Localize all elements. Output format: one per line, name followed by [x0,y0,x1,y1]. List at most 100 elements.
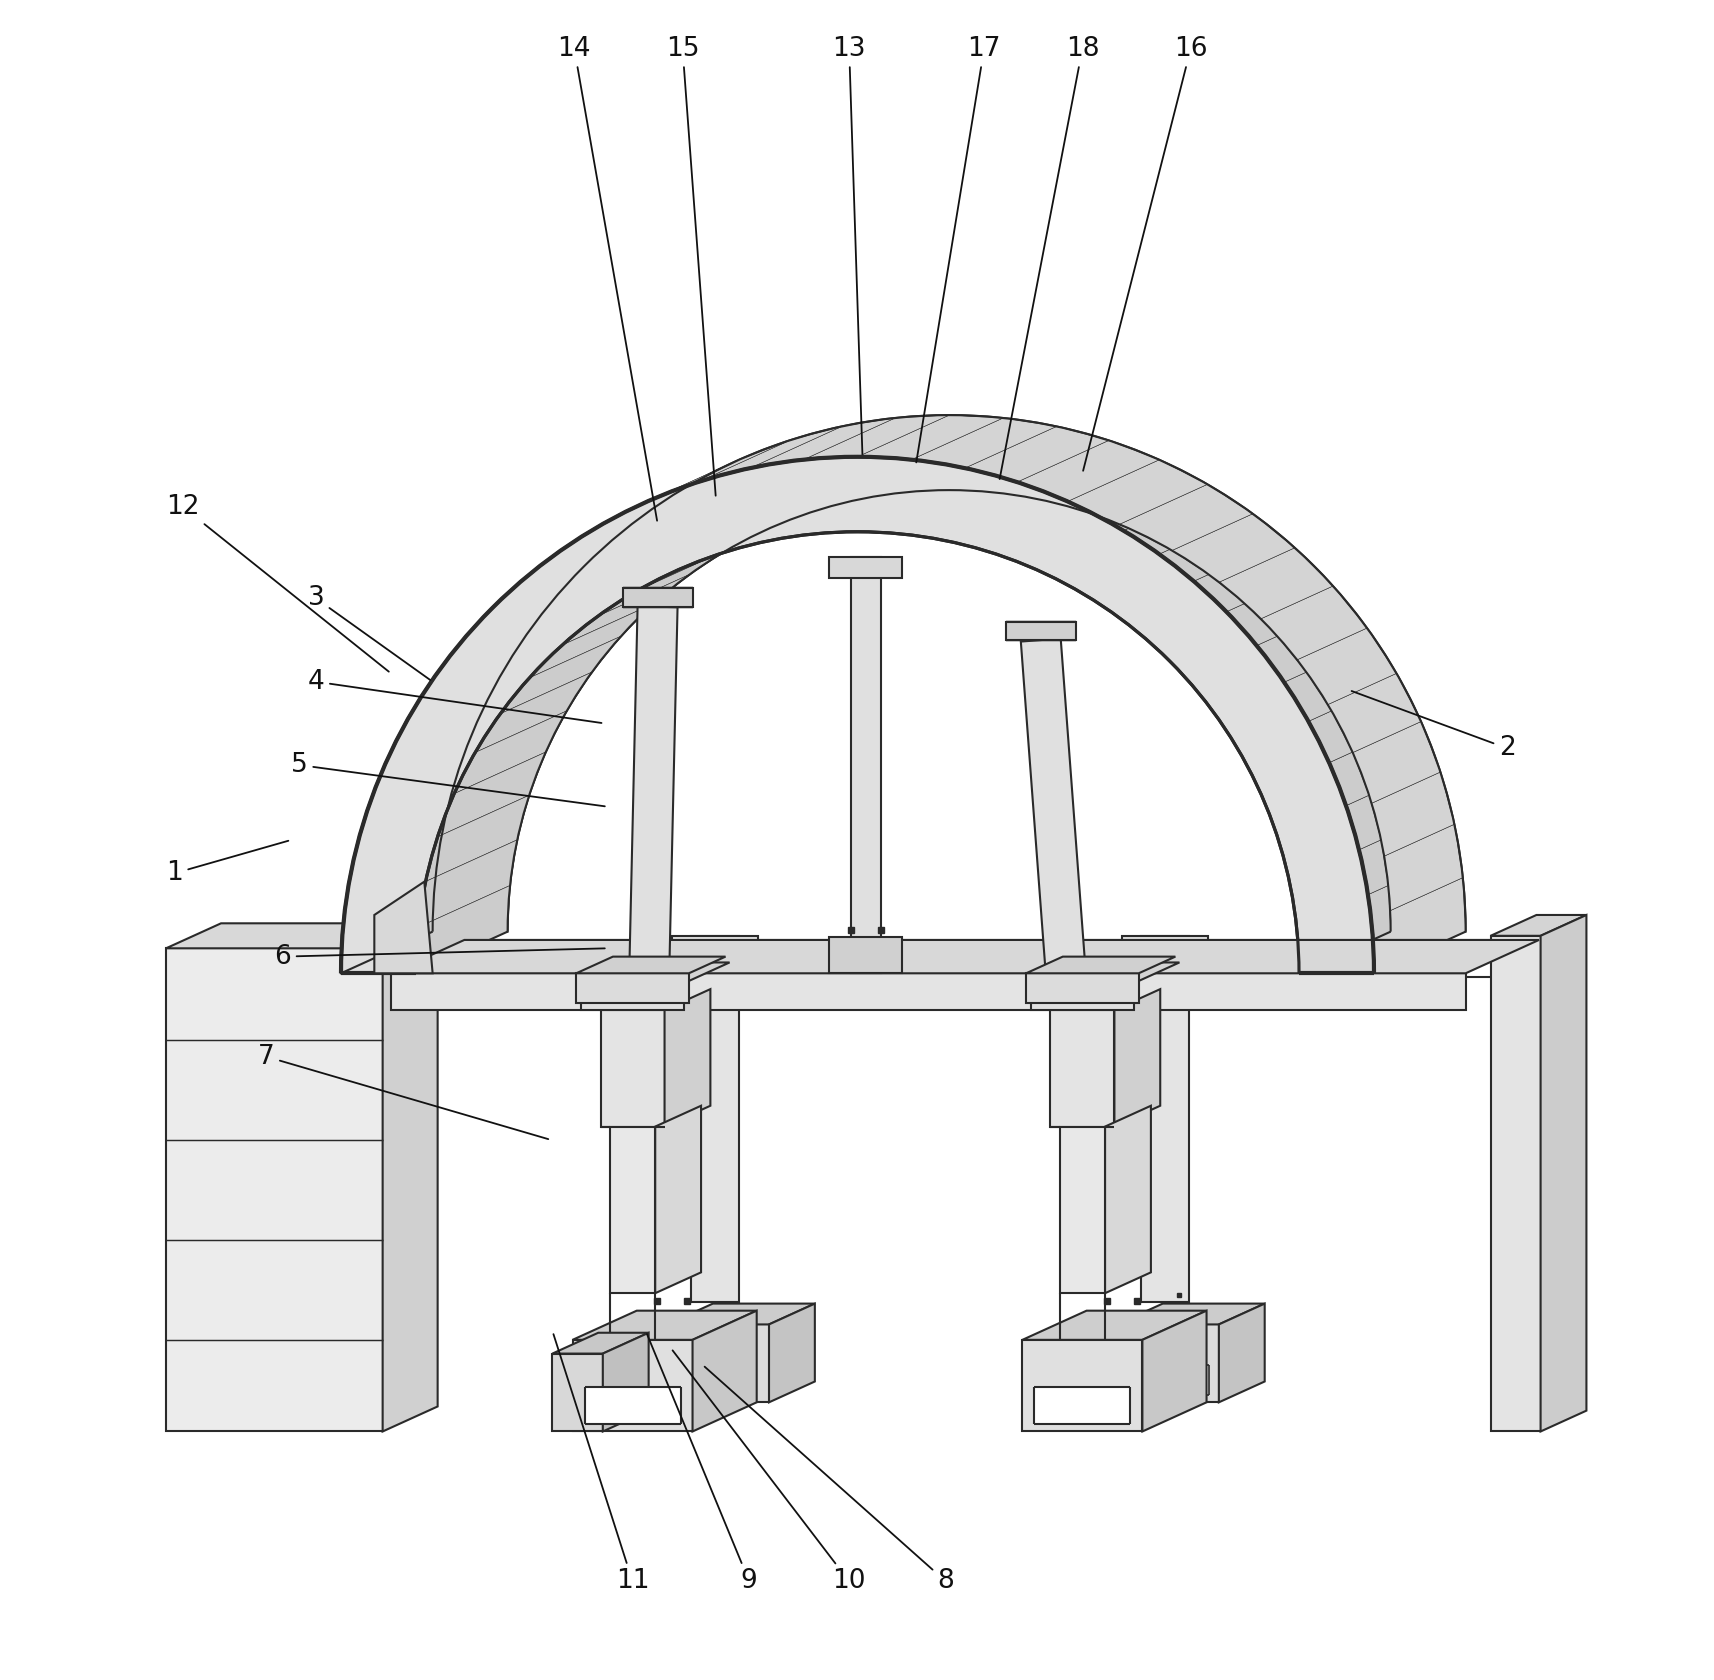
Text: 17: 17 [915,35,1001,462]
Polygon shape [1277,795,1380,882]
Polygon shape [1328,721,1440,813]
Text: 18: 18 [999,35,1099,479]
Polygon shape [367,721,476,813]
Polygon shape [636,528,770,591]
Polygon shape [677,512,812,570]
Text: 15: 15 [665,35,715,496]
Polygon shape [1296,885,1390,973]
Polygon shape [1140,936,1188,1302]
Text: 13: 13 [831,35,866,454]
Polygon shape [1020,638,1085,974]
Text: 4: 4 [307,669,602,722]
Polygon shape [511,514,644,590]
Polygon shape [950,499,1085,553]
Text: 9: 9 [646,1334,758,1594]
Text: 8: 8 [704,1366,953,1594]
Polygon shape [828,937,902,973]
Polygon shape [1152,603,1277,677]
Polygon shape [1121,936,1207,963]
Polygon shape [437,753,545,837]
Polygon shape [1059,1127,1104,1294]
Polygon shape [850,556,881,973]
Polygon shape [1104,1105,1150,1294]
Polygon shape [1160,514,1294,590]
Polygon shape [1030,963,1179,983]
Polygon shape [1022,1310,1207,1341]
Polygon shape [667,1304,814,1324]
Polygon shape [994,512,1128,570]
Polygon shape [857,491,994,534]
Polygon shape [410,628,531,716]
Polygon shape [1184,637,1306,714]
Polygon shape [530,603,653,677]
Polygon shape [432,415,1465,932]
Polygon shape [1034,1388,1130,1425]
Polygon shape [598,460,739,526]
Polygon shape [1241,586,1366,670]
Polygon shape [341,877,435,973]
Polygon shape [1116,1324,1219,1403]
Polygon shape [439,586,566,670]
Polygon shape [610,1127,655,1294]
Polygon shape [343,825,444,919]
Polygon shape [1022,1341,1142,1431]
Polygon shape [804,415,948,460]
Polygon shape [475,672,591,753]
Polygon shape [1030,983,1133,1010]
Polygon shape [692,1310,756,1431]
Polygon shape [1025,973,1138,1003]
Polygon shape [166,924,437,948]
Polygon shape [1016,440,1159,501]
Polygon shape [1219,1304,1263,1403]
Polygon shape [1114,990,1160,1127]
Polygon shape [584,1388,680,1425]
Polygon shape [910,418,1056,469]
Polygon shape [473,548,603,628]
Polygon shape [1037,528,1169,591]
Polygon shape [648,440,788,501]
Polygon shape [1489,916,1585,936]
Polygon shape [1239,711,1352,793]
Polygon shape [903,492,1040,541]
Polygon shape [1126,1364,1208,1394]
Polygon shape [576,973,689,1003]
Polygon shape [576,956,725,973]
Polygon shape [811,491,948,534]
Polygon shape [1275,628,1395,716]
Text: 2: 2 [1351,690,1515,761]
Polygon shape [391,941,1537,973]
Polygon shape [768,1304,814,1403]
Polygon shape [572,1310,756,1341]
Polygon shape [1539,916,1585,1431]
Polygon shape [691,936,739,1302]
Polygon shape [1004,622,1075,640]
Polygon shape [655,1105,701,1294]
Polygon shape [386,674,502,763]
Text: 10: 10 [672,1351,866,1594]
Text: 1: 1 [166,840,288,887]
Polygon shape [1116,1304,1263,1324]
Polygon shape [598,549,728,617]
Text: 16: 16 [1083,35,1207,470]
Polygon shape [425,795,530,882]
Polygon shape [454,711,566,793]
Polygon shape [600,1010,665,1127]
Polygon shape [698,427,842,482]
Polygon shape [1049,1010,1114,1127]
Polygon shape [554,484,691,556]
Polygon shape [1142,1310,1207,1431]
Polygon shape [603,1332,648,1431]
Polygon shape [672,936,758,963]
Polygon shape [1116,575,1244,645]
Polygon shape [1347,773,1453,865]
Polygon shape [1304,674,1421,763]
Text: 14: 14 [557,35,656,521]
Polygon shape [1066,460,1207,526]
Polygon shape [581,963,728,983]
Polygon shape [382,924,437,1431]
Polygon shape [1214,672,1330,753]
Polygon shape [749,418,895,469]
Polygon shape [572,1341,692,1431]
Polygon shape [374,882,432,973]
Polygon shape [720,499,857,553]
